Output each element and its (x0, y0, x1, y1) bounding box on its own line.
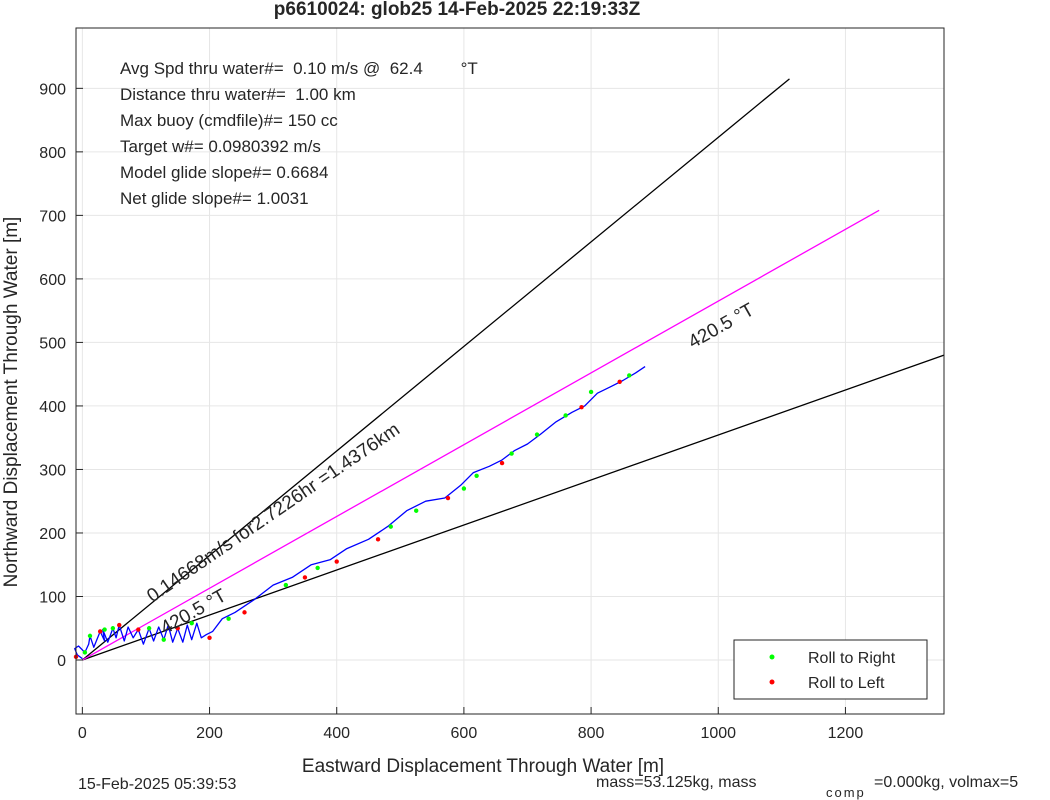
roll-right-point (283, 582, 289, 588)
roll-right-point (110, 626, 116, 631)
roll-left-point (97, 629, 103, 634)
axis-ticks: 0 200 400 600 800 1000 1200 0 100 200 300 400 500 600… (39, 81, 863, 742)
roll-left-point (334, 559, 339, 564)
roll-right-point (588, 389, 594, 395)
stats-line: Model glide slope#= 0.6684 (120, 163, 328, 182)
y-tick-label: 700 (39, 208, 66, 225)
reference-line (82, 354, 945, 661)
roll-right-point (509, 451, 514, 456)
x-tick-label: 1200 (828, 725, 864, 742)
legend-label-roll-right: Roll to Right (808, 650, 896, 667)
roll-left-point (579, 405, 584, 410)
legend-marker-roll-right (769, 654, 775, 660)
stats-line: Max buoy (cmdfile)#= 150 cc (120, 111, 338, 130)
stats-line: Target w#= 0.0980392 m/s (120, 137, 321, 156)
roll-right-point (474, 473, 479, 479)
roll-right-point (82, 650, 88, 655)
roll-right-point (189, 620, 194, 626)
y-tick-label: 800 (39, 145, 66, 162)
roll-right-point (461, 486, 467, 491)
reference-line (82, 209, 880, 661)
stats-block: Avg Spd thru water#= 0.10 m/s @ 62.4 °T D… (120, 59, 478, 208)
footer-mass-values: =0.000kg, volmax=5 (874, 774, 1018, 791)
y-tick-label: 600 (39, 272, 66, 289)
reference-line (81, 78, 790, 661)
roll-left-point (617, 379, 622, 384)
roll-left-point (136, 627, 141, 632)
y-tick-label: 0 (57, 653, 66, 670)
footer-mass-subscript: comp (826, 785, 866, 800)
roll-right-point (226, 616, 231, 621)
roll-right-point (87, 633, 93, 639)
x-tick-label: 600 (451, 725, 478, 742)
y-tick-label: 400 (39, 399, 66, 416)
y-tick-label: 900 (39, 81, 66, 98)
chart-title: p6610024: glob25 14-Feb-2025 22:19:33Z (274, 0, 641, 20)
roll-left-point (375, 537, 381, 542)
y-tick-label: 200 (39, 526, 66, 543)
roll-left-point (207, 635, 212, 640)
footer-timestamp: 15-Feb-2025 05:39:53 (78, 776, 236, 793)
legend-label-roll-left: Roll to Left (808, 675, 885, 692)
x-tick-label: 0 (78, 725, 87, 742)
roll-left-point (302, 575, 308, 580)
y-axis-label: Northward Displacement Through Water [m] (1, 217, 22, 588)
legend-marker-roll-left (769, 679, 775, 685)
x-tick-label: 800 (578, 725, 605, 742)
reference-lines (81, 78, 945, 661)
roll-right-point (627, 373, 632, 378)
roll-right-point (315, 565, 320, 571)
legend-box (733, 639, 928, 700)
stats-line: Distance thru water#= 1.00 km (120, 85, 356, 104)
x-tick-label: 400 (323, 725, 350, 742)
roll-right-point (563, 413, 568, 418)
roll-right-point (534, 432, 540, 437)
roll-left-point (499, 460, 505, 466)
axes-background (76, 28, 944, 714)
roll-right-point (102, 627, 107, 632)
x-axis-label: Eastward Displacement Through Water [m] (302, 756, 664, 777)
roll-right-point (388, 524, 393, 529)
roll-right-point (161, 637, 166, 642)
footer-mass: mass=53.125kg, mass (596, 774, 757, 791)
roll-left-point (175, 626, 180, 631)
x-tick-label: 200 (196, 725, 223, 742)
y-tick-label: 500 (39, 335, 66, 352)
legend: Roll to Right Roll to Left (733, 639, 928, 700)
y-tick-label: 300 (39, 462, 66, 479)
roll-right-point (146, 626, 152, 631)
roll-right-point (414, 508, 419, 513)
roll-left-point (445, 495, 451, 501)
stats-line: Avg Spd thru water#= 0.10 m/s @ 62.4 °T (120, 59, 478, 78)
roll-markers (73, 373, 632, 660)
roll-left-point (117, 622, 122, 628)
x-tick-label: 1000 (700, 725, 736, 742)
roll-left-point (242, 610, 247, 615)
y-tick-label: 100 (39, 589, 66, 606)
axes-frame (75, 27, 945, 715)
stats-line: Net glide slope#= 1.0031 (120, 189, 309, 208)
